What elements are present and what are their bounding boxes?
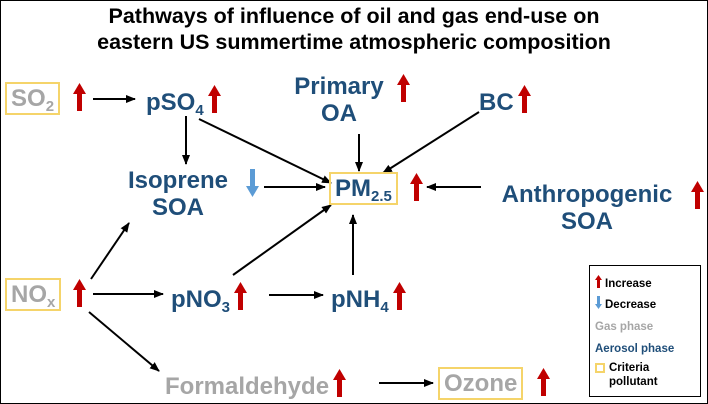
node-anthropogenic-soa: Anthropogenic SOA (487, 181, 687, 235)
legend-gas-phase: Gas phase (595, 321, 653, 334)
legend-criteria-pollutant: Criteria (595, 362, 649, 375)
decrease-arrow-icon (246, 169, 259, 197)
increase-arrow-icon (208, 85, 221, 113)
node-bc: BC (479, 85, 531, 116)
increase-arrow-icon (73, 279, 86, 307)
increase-arrow-icon (333, 369, 346, 397)
arrow-bc-to-pm25 (383, 112, 479, 173)
node-formaldehyde: Formaldehyde (165, 369, 346, 400)
arrow-pno3-to-pm25 (233, 205, 331, 275)
increase-arrow-icon (518, 85, 531, 113)
node-ozone: Ozone (438, 367, 523, 400)
criteria-box-swatch (595, 363, 605, 373)
legend-increase: Increase (595, 275, 652, 291)
node-so2: SO2 (5, 82, 60, 115)
node-pso4: pSO4 (146, 85, 221, 116)
node-nox: NOx (5, 278, 61, 311)
increase-arrow-icon (393, 282, 406, 310)
increase-arrow-icon (410, 173, 423, 201)
node-pnh4: pNH4 (331, 282, 406, 313)
increase-arrow-icon (397, 74, 410, 102)
increase-arrow-icon (234, 282, 247, 310)
increase-arrow-icon (73, 83, 86, 111)
increase-arrow-icon (595, 275, 602, 288)
node-primary-oa: Primary OA (289, 73, 389, 127)
increase-arrow-icon (537, 368, 550, 396)
decrease-arrow-icon (595, 296, 602, 309)
increase-arrow-icon (691, 181, 704, 209)
legend: Increase Decrease Gas phase Aerosol phas… (589, 265, 701, 397)
node-pm25: PM2.5 (329, 172, 398, 205)
node-pno3: pNO3 (171, 282, 247, 313)
arrow-nox-to-formaldehyde (89, 312, 159, 371)
legend-aerosol-phase: Aerosol phase (595, 343, 674, 356)
arrow-nox-to-isoprene-soa (91, 223, 129, 279)
node-isoprene-soa: Isoprene SOA (119, 167, 237, 221)
legend-criteria-pollutant-line2: pollutant (609, 376, 658, 389)
legend-decrease: Decrease (595, 296, 656, 312)
